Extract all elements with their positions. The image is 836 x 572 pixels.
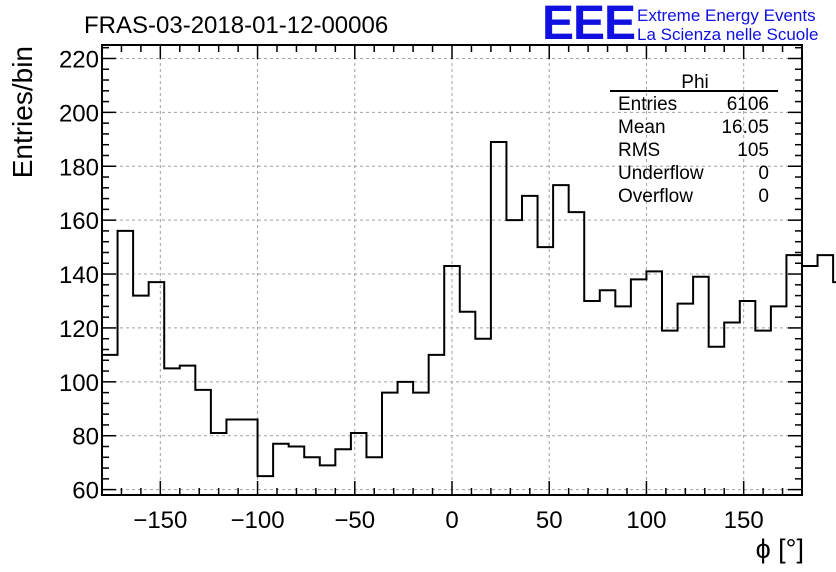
histogram-bars <box>102 141 836 495</box>
histogram-bin <box>429 355 445 495</box>
x-tick-label: 100 <box>626 507 666 534</box>
histogram-bin <box>413 393 429 495</box>
stats-value: 16.05 <box>721 117 769 138</box>
histogram-bin <box>180 366 196 495</box>
histogram-bin <box>273 444 289 495</box>
axis-ticks <box>101 45 803 495</box>
histogram-bin <box>118 231 134 495</box>
histogram-bin <box>709 347 725 495</box>
grid-lines <box>102 45 802 495</box>
x-tick-label: −150 <box>133 507 187 534</box>
histogram-bin <box>771 306 787 495</box>
y-tick-label: 160 <box>59 208 99 235</box>
x-tick-label: 50 <box>536 507 563 534</box>
logo-line-1: Extreme Energy Events <box>637 6 816 25</box>
histogram-bin <box>351 433 367 495</box>
x-tick-label: 0 <box>445 507 458 534</box>
eee-logo: EEE Extreme Energy Events La Scienza nel… <box>542 0 818 50</box>
histogram-bin <box>164 368 180 495</box>
y-tick-label: 220 <box>59 46 99 73</box>
histogram-outline <box>102 141 836 478</box>
x-tick-label: −50 <box>334 507 375 534</box>
histogram-bin <box>740 301 756 495</box>
histogram-bin <box>382 393 398 495</box>
stats-label: Underflow <box>618 163 704 184</box>
stats-value: 6106 <box>727 94 769 115</box>
histogram-bin <box>335 449 351 495</box>
y-tick-label: 120 <box>59 316 99 343</box>
stats-value: 105 <box>737 140 769 161</box>
histogram-bin <box>258 476 274 495</box>
chart-title: FRAS-03-2018-01-12-00006 <box>84 12 388 39</box>
logo-line-2: La Scienza nelle Scuole <box>637 25 818 44</box>
histogram-bin <box>600 290 616 495</box>
stats-box: Phi Entries 6106 Mean 16.05 RMS 105 Underflow 0… <box>610 72 778 207</box>
stats-label: Entries <box>618 94 677 115</box>
histogram-bin <box>195 390 211 495</box>
y-tick-label: 180 <box>59 154 99 181</box>
stats-value: 0 <box>758 163 769 184</box>
stats-label: Overflow <box>618 186 693 207</box>
histogram-bin <box>553 185 569 495</box>
histogram-bin <box>522 196 538 495</box>
y-tick-label: 80 <box>72 424 99 451</box>
y-tick-label: 140 <box>59 262 99 289</box>
histogram-bin <box>584 301 600 495</box>
histogram-bin <box>631 279 647 495</box>
stats-value: 0 <box>758 186 769 207</box>
histogram-bin <box>662 331 678 495</box>
y-tick-labels: 60 80 100 120 140 160 180 200 220 <box>59 46 99 504</box>
y-tick-label: 200 <box>59 100 99 127</box>
histogram-bin <box>320 465 336 495</box>
x-tick-labels: −150 −100 −50 0 50 100 150 <box>133 507 763 534</box>
histogram-bin <box>242 420 258 495</box>
histogram-bin <box>475 339 491 495</box>
histogram-bin <box>444 266 460 495</box>
histogram-bin <box>226 420 242 495</box>
histogram-bin <box>289 446 305 495</box>
histogram-bin <box>818 255 834 495</box>
histogram-bin <box>304 457 320 495</box>
histogram-bin <box>569 212 585 495</box>
histogram-bin <box>460 312 476 495</box>
histogram-bin <box>133 296 149 495</box>
histogram-bin <box>678 304 694 495</box>
histogram-bin <box>491 142 507 495</box>
histogram-bin <box>724 323 740 495</box>
x-axis-label: ϕ [°] <box>756 534 804 564</box>
histogram-bin <box>693 277 709 495</box>
histogram-bin <box>506 220 522 495</box>
x-tick-label: −100 <box>231 507 285 534</box>
histogram-bin <box>802 266 818 495</box>
stats-title: Phi <box>681 72 708 93</box>
histogram-bin <box>211 433 227 495</box>
stats-rows: Entries 6106 Mean 16.05 RMS 105 Underflow 0 Over… <box>618 94 769 207</box>
histogram-bin <box>538 247 554 495</box>
histogram-bin <box>149 282 165 495</box>
histogram-bin <box>786 255 802 495</box>
y-tick-label: 60 <box>72 478 99 505</box>
logo-mark: EEE <box>542 0 635 50</box>
histogram-bin <box>755 331 771 495</box>
stats-label: RMS <box>618 140 660 161</box>
y-axis-label: Entries/bin <box>7 46 38 178</box>
x-tick-label: 150 <box>724 507 764 534</box>
histogram-bin <box>615 306 631 495</box>
histogram-bin <box>646 271 662 495</box>
stats-label: Mean <box>618 117 666 138</box>
y-tick-label: 100 <box>59 370 99 397</box>
histogram-bin <box>398 382 414 495</box>
